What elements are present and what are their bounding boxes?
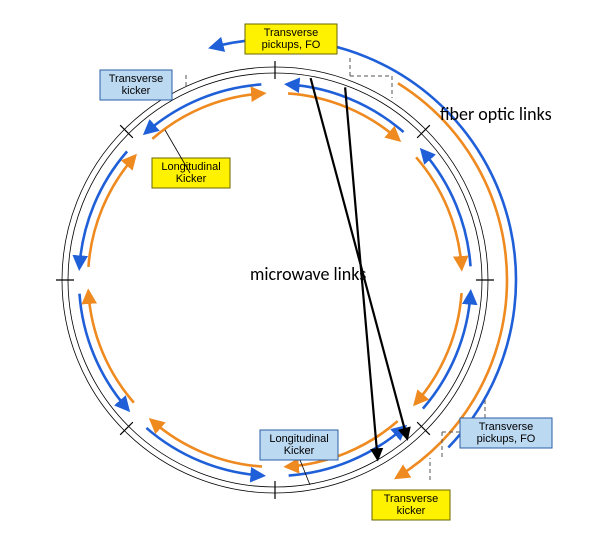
box-transverse-pickups-top-label: Transverse — [264, 27, 319, 39]
box-transverse-pickups-bottom-label: pickups, FO — [477, 433, 536, 445]
box-transverse-kicker-bottom-label: kicker — [397, 505, 426, 517]
box-longitudinal-kicker-bottom-label: Longitudinal — [269, 433, 328, 445]
box-transverse-pickups-top-label: pickups, FO — [262, 39, 321, 51]
box-longitudinal-kicker-bottom-label: Kicker — [284, 445, 315, 457]
box-transverse-kicker-bottom-label: Transverse — [384, 493, 439, 505]
label-microwave: microwave links — [250, 263, 366, 285]
box-transverse-kicker-top-label: Transverse — [109, 73, 164, 85]
fiber-arc-blue — [213, 39, 516, 447]
box-longitudinal-kicker-top-label: Longitudinal — [161, 161, 220, 173]
box-transverse-pickups-bottom-label: Transverse — [479, 421, 534, 433]
box-transverse-kicker-top-label: kicker — [122, 85, 151, 97]
microwave-link-2 — [311, 78, 407, 437]
label-fiber-optic: fiber optic links — [440, 103, 552, 125]
box-longitudinal-kicker-top-label: Kicker — [176, 173, 207, 185]
